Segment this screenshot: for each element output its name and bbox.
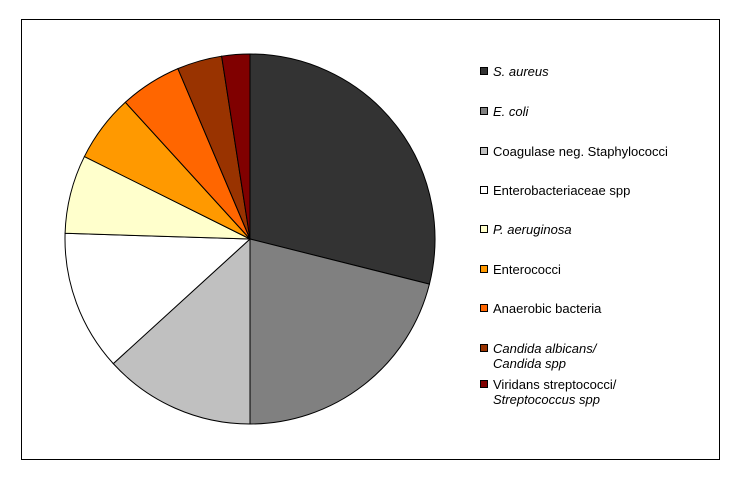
- legend-label: E. coli: [493, 104, 529, 119]
- chart-frame: S. aureus E. coli Coagulase neg. Staphyl…: [21, 19, 720, 460]
- legend-swatch: [480, 344, 488, 352]
- legend-item-e-coli: E. coli: [480, 104, 528, 119]
- legend-item-coagulase-neg: Coagulase neg. Staphylococci: [480, 144, 668, 159]
- legend-swatch: [480, 67, 488, 75]
- legend-item-enterococci: Enterococci: [480, 262, 561, 277]
- legend-label: Enterobacteriaceae spp: [493, 183, 631, 198]
- legend-swatch: [480, 186, 488, 194]
- legend-item-anaerobic: Anaerobic bacteria: [480, 301, 601, 316]
- legend-label: P. aeruginosa: [493, 222, 572, 237]
- legend-swatch: [480, 265, 488, 273]
- legend-item-s-aureus: S. aureus: [480, 64, 549, 79]
- legend-item-viridans: Viridans streptococci/Streptococcus spp: [480, 377, 616, 407]
- pie-slice: [249, 53, 436, 285]
- legend-swatch: [480, 380, 488, 388]
- pie-slice: [64, 232, 252, 365]
- legend-swatch: [480, 225, 488, 233]
- pie-slice: [249, 238, 431, 425]
- legend-label-line2: Streptococcus spp: [493, 392, 600, 407]
- legend-label: Anaerobic bacteria: [493, 301, 602, 316]
- pie-slice: [112, 237, 251, 425]
- legend-item-p-aeruginosa: P. aeruginosa: [480, 222, 572, 237]
- legend-item-candida: Candida albicans/ Candida spp: [480, 341, 596, 371]
- legend-label: Viridans streptococci/Streptococcus spp: [493, 377, 616, 407]
- legend-label: Enterococci: [493, 262, 561, 277]
- legend-item-enterobacteriaceae: Enterobacteriaceae spp: [480, 183, 630, 198]
- legend-swatch: [480, 304, 488, 312]
- legend-swatch: [480, 147, 488, 155]
- legend-swatch: [480, 107, 488, 115]
- pie-chart: [64, 53, 436, 425]
- pie-slice: [221, 53, 251, 240]
- legend-label: Coagulase neg. Staphylococci: [493, 144, 668, 159]
- legend-label-line1: Viridans streptococci/: [493, 377, 617, 392]
- legend-label: Candida albicans/ Candida spp: [493, 341, 597, 371]
- legend-label: S. aureus: [493, 64, 549, 79]
